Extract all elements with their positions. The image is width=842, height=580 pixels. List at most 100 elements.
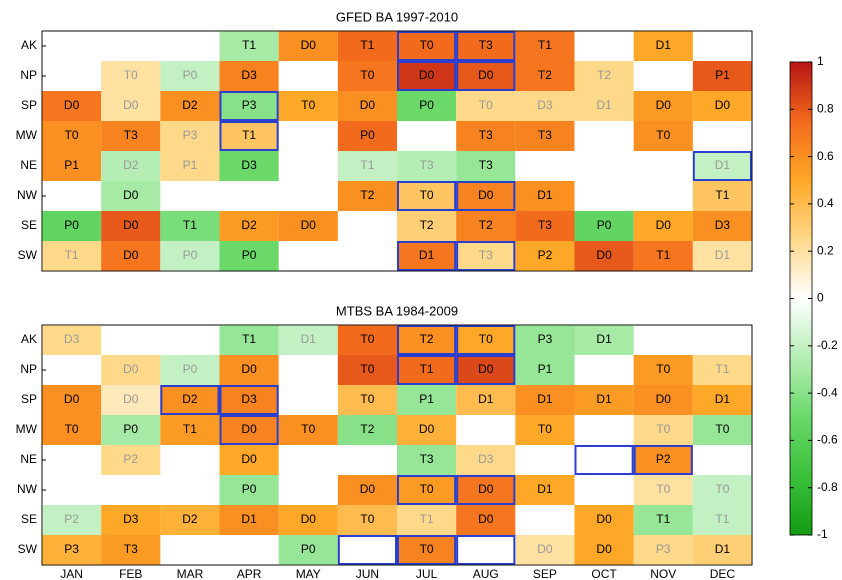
heat-cell bbox=[337, 61, 397, 91]
highlight-box bbox=[397, 355, 457, 385]
cell-label: D1 bbox=[715, 542, 731, 556]
cell-label: T3 bbox=[538, 128, 552, 142]
panel-title: GFED BA 1997-2010 bbox=[336, 9, 458, 24]
heat-cell bbox=[42, 535, 102, 565]
heat-cell bbox=[160, 121, 220, 151]
y-tick-label: NP bbox=[20, 68, 37, 82]
cell-label: T0 bbox=[420, 482, 434, 496]
heat-cell bbox=[515, 535, 575, 565]
cell-label: T3 bbox=[479, 158, 493, 172]
cell-label: P0 bbox=[64, 218, 79, 232]
highlight-box bbox=[456, 475, 516, 505]
cell-label: D1 bbox=[537, 188, 553, 202]
cell-label: P1 bbox=[183, 158, 198, 172]
heat-cell bbox=[219, 211, 279, 241]
heat-cell bbox=[633, 211, 693, 241]
highlight-box bbox=[456, 241, 516, 271]
cell-label: T2 bbox=[420, 218, 434, 232]
heat-cell bbox=[692, 355, 752, 385]
cell-label: T1 bbox=[715, 362, 729, 376]
heat-cell bbox=[397, 505, 457, 535]
highlight-box bbox=[219, 415, 279, 445]
cell-label: D0 bbox=[241, 452, 257, 466]
heat-cell bbox=[101, 535, 161, 565]
cell-label: T0 bbox=[420, 542, 434, 556]
y-tick-label: NP bbox=[20, 362, 37, 376]
heat-cell bbox=[456, 325, 516, 355]
heat-cell bbox=[633, 385, 693, 415]
cell-label: T1 bbox=[656, 248, 670, 262]
heat-cell bbox=[101, 355, 161, 385]
heat-cell bbox=[160, 91, 220, 121]
heat-cell bbox=[219, 31, 279, 61]
heat-cell bbox=[456, 211, 516, 241]
cell-label: D3 bbox=[241, 68, 257, 82]
highlight-box bbox=[397, 475, 457, 505]
cell-label: D0 bbox=[596, 542, 612, 556]
heat-cell bbox=[515, 91, 575, 121]
heat-cell bbox=[574, 241, 634, 271]
colorbar-tick-label: 0.2 bbox=[817, 243, 834, 257]
heat-cell bbox=[219, 91, 279, 121]
cell-label: P3 bbox=[183, 128, 198, 142]
cell-label: D2 bbox=[182, 98, 198, 112]
y-tick-label: NW bbox=[17, 188, 38, 202]
heat-cell bbox=[515, 31, 575, 61]
heat-cell bbox=[397, 475, 457, 505]
heat-cell bbox=[219, 445, 279, 475]
cell-label: T0 bbox=[124, 68, 138, 82]
cell-label: D0 bbox=[419, 68, 435, 82]
cell-label: D0 bbox=[596, 248, 612, 262]
y-tick-label: SP bbox=[21, 392, 37, 406]
heat-cell bbox=[42, 385, 102, 415]
heat-cell bbox=[101, 241, 161, 271]
cell-label: D1 bbox=[478, 392, 494, 406]
heat-cell bbox=[397, 325, 457, 355]
cell-label: D3 bbox=[478, 452, 494, 466]
heat-cell bbox=[160, 385, 220, 415]
cell-label: T3 bbox=[124, 542, 138, 556]
heat-cell bbox=[633, 415, 693, 445]
heat-cell bbox=[456, 31, 516, 61]
heat-cell bbox=[101, 505, 161, 535]
cell-label: D0 bbox=[478, 512, 494, 526]
cell-label: T1 bbox=[420, 512, 434, 526]
highlight-box bbox=[219, 385, 279, 415]
heat-cell bbox=[574, 505, 634, 535]
cell-label: T0 bbox=[656, 362, 670, 376]
highlight-box bbox=[337, 535, 398, 565]
cell-label: D1 bbox=[656, 38, 672, 52]
heat-cell bbox=[515, 475, 575, 505]
y-tick-label: MW bbox=[16, 422, 38, 436]
cell-label: D0 bbox=[301, 38, 317, 52]
heat-cell bbox=[278, 325, 338, 355]
cell-label: P1 bbox=[538, 362, 553, 376]
x-tick-label: MAR bbox=[177, 567, 204, 580]
colorbar-tick-label: 0.6 bbox=[817, 149, 834, 163]
heat-cell bbox=[515, 181, 575, 211]
cell-label: T0 bbox=[479, 98, 493, 112]
cell-label: D0 bbox=[537, 542, 553, 556]
heat-cell bbox=[692, 91, 752, 121]
heat-cell bbox=[633, 355, 693, 385]
cell-label: T0 bbox=[715, 482, 729, 496]
heat-cell bbox=[42, 91, 102, 121]
x-tick-label: APR bbox=[237, 567, 262, 580]
cell-label: D2 bbox=[182, 392, 198, 406]
colorbar-tick-label: -0.8 bbox=[817, 480, 838, 494]
heat-cell bbox=[101, 211, 161, 241]
cell-label: T1 bbox=[242, 332, 256, 346]
heat-cell bbox=[160, 241, 220, 271]
cell-label: T0 bbox=[420, 38, 434, 52]
heat-cell bbox=[692, 181, 752, 211]
cell-label: T0 bbox=[360, 512, 374, 526]
cell-label: T0 bbox=[420, 188, 434, 202]
cell-label: T0 bbox=[65, 128, 79, 142]
cell-label: P3 bbox=[242, 98, 257, 112]
cell-label: D1 bbox=[537, 482, 553, 496]
heat-cell bbox=[456, 445, 516, 475]
heat-cell bbox=[160, 355, 220, 385]
y-tick-label: AK bbox=[21, 38, 37, 52]
cell-label: P0 bbox=[242, 248, 257, 262]
heat-cell bbox=[397, 241, 457, 271]
